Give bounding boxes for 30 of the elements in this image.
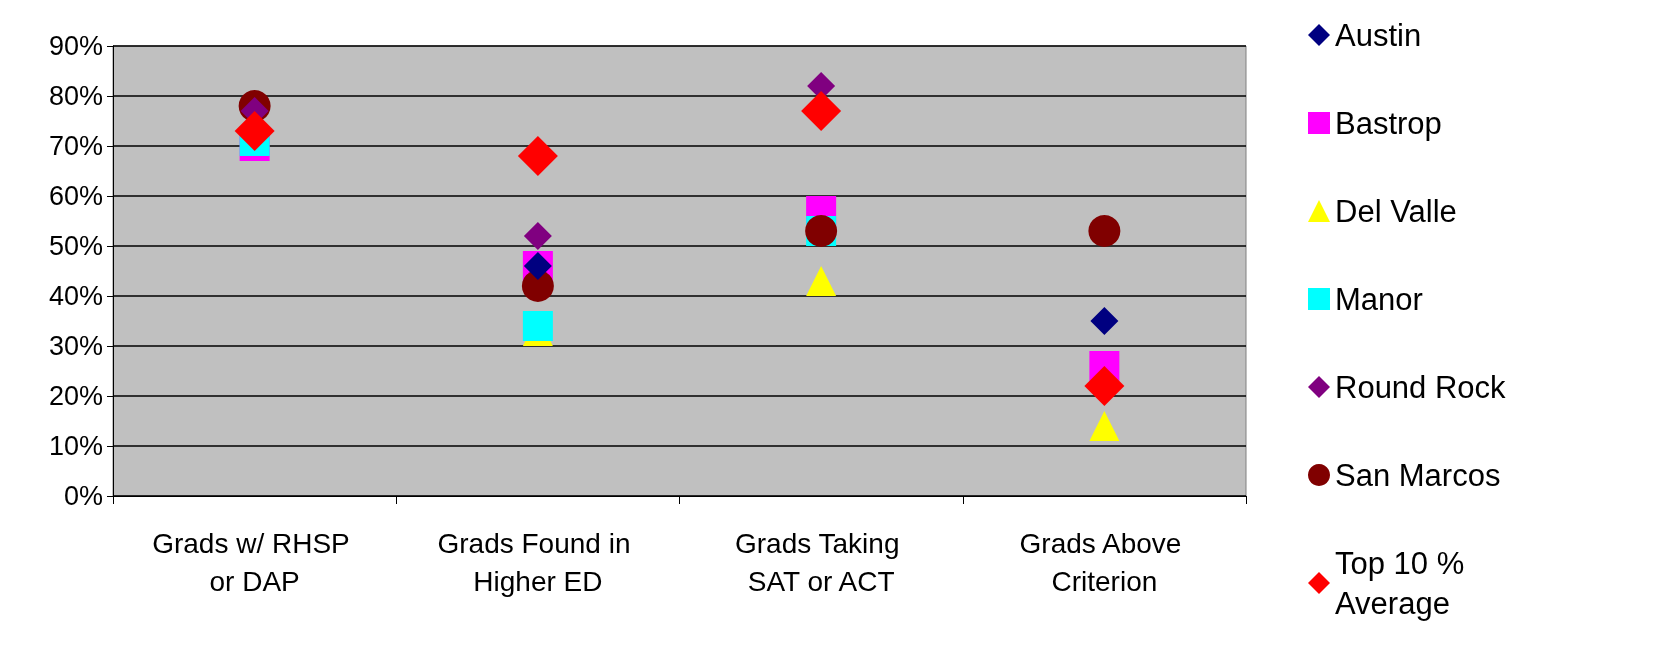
point [1088, 215, 1121, 247]
y-tick-label: 80% [48, 81, 103, 111]
point [1084, 366, 1125, 406]
y-tick-label: 30% [48, 331, 103, 361]
point [1089, 411, 1120, 441]
y-tick-label: 70% [48, 131, 103, 161]
legend-label: Del Valle [1335, 193, 1457, 229]
point [1090, 307, 1119, 335]
x-tick-label: Grads w/ RHSP or DAP [152, 527, 358, 597]
legend-label: Manor [1335, 281, 1423, 317]
y-tick-label: 10% [48, 431, 103, 461]
point [801, 91, 842, 131]
legend-label: Round Rock [1335, 369, 1507, 405]
x-tick-label: Grads Above Criterion [1019, 527, 1190, 597]
point [234, 111, 275, 151]
y-tick-label: 0% [63, 481, 103, 511]
point [517, 136, 558, 176]
point [523, 222, 552, 250]
y-tick-label: 40% [48, 281, 103, 311]
x-tick-label: Grads Taking SAT or ACT [735, 527, 908, 597]
legend-label: Austin [1335, 17, 1422, 53]
point [806, 266, 837, 296]
legend-label: San Marcos [1335, 457, 1501, 493]
y-tick-label: 60% [48, 181, 103, 211]
legend-label: Top 10 % Average [1335, 545, 1473, 621]
y-tick-label: 20% [48, 381, 103, 411]
y-tick-label: 90% [48, 31, 103, 61]
y-tick-label: 50% [48, 231, 103, 261]
x-tick-label: Grads Found in Higher ED [437, 527, 639, 597]
legend-label: Bastrop [1335, 105, 1442, 141]
